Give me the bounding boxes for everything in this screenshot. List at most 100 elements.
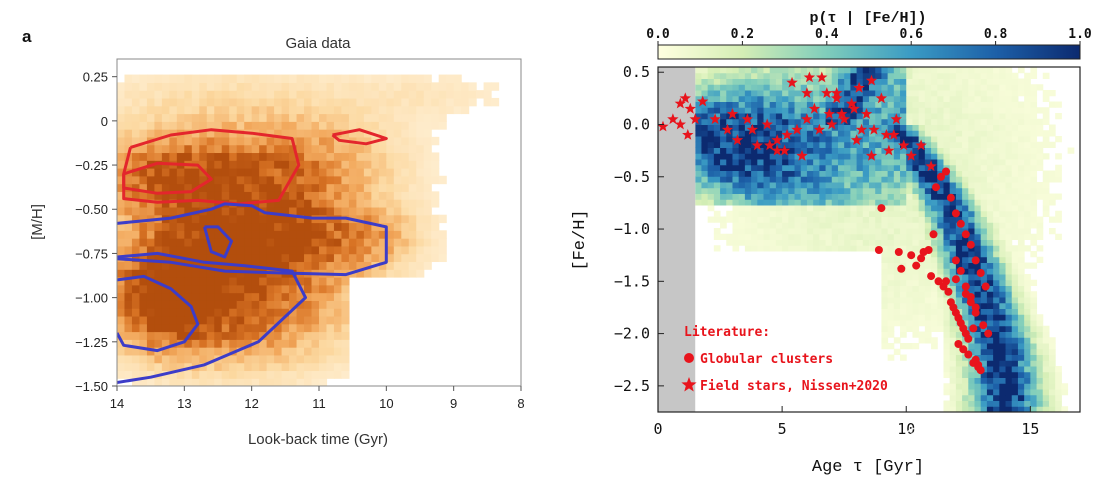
heat-cell [900,274,907,281]
heat-cell [912,228,920,235]
heat-cell [326,144,335,154]
heat-cell [161,230,170,239]
heat-cell [259,82,268,91]
heat-cell [274,206,283,216]
heat-cell [1048,343,1056,350]
heat-cell [701,95,709,102]
heat-cell [229,253,238,263]
heat-cell [695,187,702,194]
heat-cell [453,105,462,115]
heat-cell [887,72,895,79]
heat-cell [139,183,148,192]
heat-cell [139,230,148,239]
heat-cell [259,160,268,169]
heat-cell [266,168,275,177]
heat-cell [837,136,845,143]
heat-cell [1036,153,1044,160]
heat-cell [974,320,982,327]
heat-cell [386,97,395,107]
heat-cell [850,113,858,120]
heat-cell [341,230,350,239]
heat-cell [311,378,320,386]
heat-cell [918,187,926,194]
heat-cell [274,152,283,161]
heat-cell [124,284,133,294]
heat-cell [169,277,178,286]
heat-cell [199,191,208,200]
heat-cell [221,277,230,286]
heat-cell [244,331,253,340]
heat-cell [955,147,963,154]
heat-cell [993,371,1000,378]
heat-cell [993,325,1000,332]
heat-cell [184,136,193,146]
heat-cell [1036,159,1044,166]
heat-cell [837,95,845,102]
heat-cell [999,124,1007,131]
heat-cell [401,121,410,130]
heat-cell [720,159,727,166]
field-star-point [848,102,860,114]
heat-cell [757,118,764,125]
heat-cell [401,222,410,231]
heat-cell [831,239,839,246]
heat-cell [304,378,313,386]
heat-cell [281,82,290,91]
heat-cell [431,121,440,130]
heat-cell [763,84,771,91]
heat-cell [281,378,290,386]
heat-cell [931,222,938,229]
heat-cell [326,347,335,356]
heat-cell [408,269,417,278]
heat-cell [408,144,417,154]
heat-cell [131,269,141,278]
heat-cell [819,107,827,114]
heat-cell [924,124,932,131]
heat-cell [955,159,963,166]
heat-cell [1036,360,1044,367]
heat-cell [993,274,1000,281]
heat-cell [416,183,425,192]
heat-cell [259,292,268,301]
heat-cell [775,245,783,252]
heat-cell [794,164,802,171]
heat-cell [906,314,913,321]
heat-cell [862,136,870,143]
field-star-point [721,123,734,135]
heat-cell [1024,107,1031,114]
heat-cell [1048,377,1056,384]
heat-cell [813,170,820,177]
globular-cluster-point [929,230,938,239]
heat-cell [1036,124,1044,131]
heat-cell [949,113,957,120]
heat-cell [274,284,283,294]
heat-cell [887,205,895,212]
heat-cell [1042,113,1050,120]
heat-cell [837,124,845,131]
heat-cell [974,113,982,120]
heat-cell [931,216,938,223]
y-tick-label: −0.75 [75,246,108,261]
heat-cell [289,354,298,364]
heat-cell [244,292,253,301]
heat-cell [229,269,238,278]
heat-cell [1011,187,1019,194]
heat-cell [266,277,275,286]
heat-cell [986,107,994,114]
heat-cell [438,82,447,91]
heat-cell [806,113,814,120]
heat-cell [862,147,870,154]
heat-cell [251,323,260,333]
heat-cell [244,121,253,130]
heat-cell [274,253,283,263]
heat-cell [881,279,889,286]
heat-cell [819,153,827,160]
heat-cell [221,300,230,309]
heat-cell [980,72,988,79]
heat-cell [206,144,215,154]
heat-cell [274,292,283,301]
heat-cell [962,302,969,309]
heat-cell [296,214,305,224]
heat-cell [1005,170,1013,177]
heat-cell [199,253,208,263]
